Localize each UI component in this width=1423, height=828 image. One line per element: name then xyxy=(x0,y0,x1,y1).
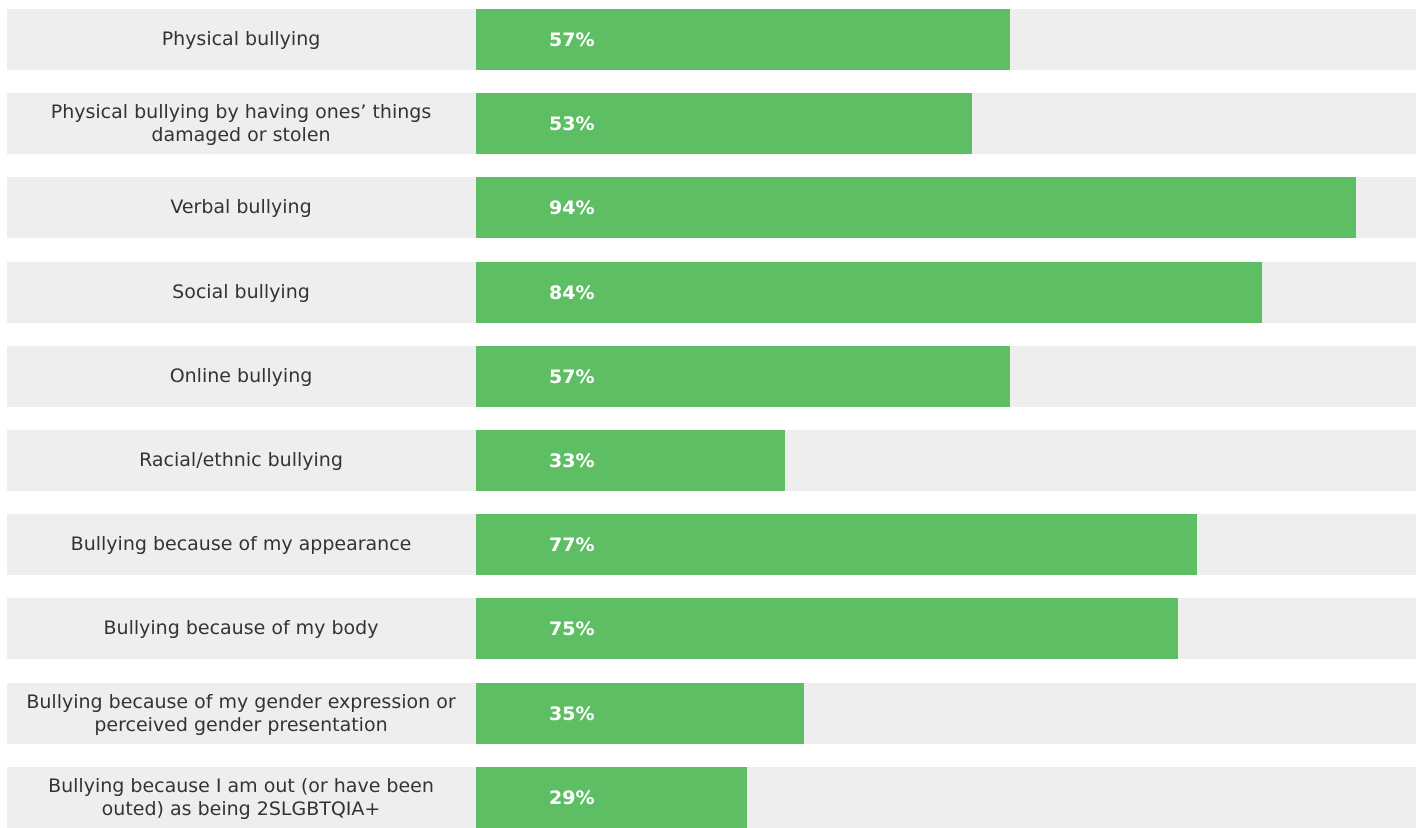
bar-value-label: 35% xyxy=(549,702,595,725)
bar-value-label: 57% xyxy=(549,365,595,388)
category-label: Verbal bullying xyxy=(7,177,475,238)
chart-row: Social bullying 84% xyxy=(7,262,1416,323)
bar-value-label: 94% xyxy=(549,196,595,219)
bar-value-label: 33% xyxy=(549,449,595,472)
category-label: Racial/ethnic bullying xyxy=(7,430,475,491)
category-label: Physical bullying by having ones’ things… xyxy=(7,93,475,154)
bar xyxy=(476,430,785,491)
bar xyxy=(476,262,1262,323)
bar-value-label: 57% xyxy=(549,28,595,51)
category-label-text: Online bullying xyxy=(169,365,313,387)
bar-value-label: 84% xyxy=(549,281,595,304)
bar-value-label: 75% xyxy=(549,617,595,640)
chart-row: Physical bullying by having ones’ things… xyxy=(7,93,1416,154)
bar xyxy=(476,767,747,828)
chart-row: Physical bullying 57% xyxy=(7,9,1416,70)
category-label-text: Bullying because of my gender expression… xyxy=(26,690,456,736)
bar-value-label: 53% xyxy=(549,112,595,135)
chart-row: Bullying because of my appearance 77% xyxy=(7,514,1416,575)
chart-row: Racial/ethnic bullying 33% xyxy=(7,430,1416,491)
bar xyxy=(476,9,1010,70)
category-label: Bullying because of my body xyxy=(7,598,475,659)
chart-row: Online bullying 57% xyxy=(7,346,1416,407)
category-label: Online bullying xyxy=(7,346,475,407)
category-label-text: Bullying because of my appearance xyxy=(70,533,412,555)
bar xyxy=(476,683,804,744)
category-label-text: Social bullying xyxy=(172,281,310,303)
bar xyxy=(476,346,1010,407)
bar xyxy=(476,598,1178,659)
category-label-text: Verbal bullying xyxy=(170,196,312,218)
chart-row: Bullying because of my gender expression… xyxy=(7,683,1416,744)
chart-row: Verbal bullying 94% xyxy=(7,177,1416,238)
bar xyxy=(476,93,972,154)
category-label: Physical bullying xyxy=(7,9,475,70)
category-label: Bullying because of my appearance xyxy=(7,514,475,575)
category-label: Bullying because of my gender expression… xyxy=(7,683,475,744)
bar xyxy=(476,514,1197,575)
category-label-text: Bullying because I am out (or have been … xyxy=(48,774,434,820)
chart-row: Bullying because of my body 75% xyxy=(7,598,1416,659)
category-label: Social bullying xyxy=(7,262,475,323)
category-label-text: Physical bullying by having ones’ things… xyxy=(50,100,432,146)
category-label-text: Physical bullying xyxy=(161,28,321,50)
category-label: Bullying because I am out (or have been … xyxy=(7,767,475,828)
category-label-text: Bullying because of my body xyxy=(103,617,379,639)
bar xyxy=(476,177,1356,238)
chart-row: Bullying because I am out (or have been … xyxy=(7,767,1416,828)
bar-value-label: 77% xyxy=(549,533,595,556)
bar-value-label: 29% xyxy=(549,786,595,809)
category-label-text: Racial/ethnic bullying xyxy=(139,449,343,471)
